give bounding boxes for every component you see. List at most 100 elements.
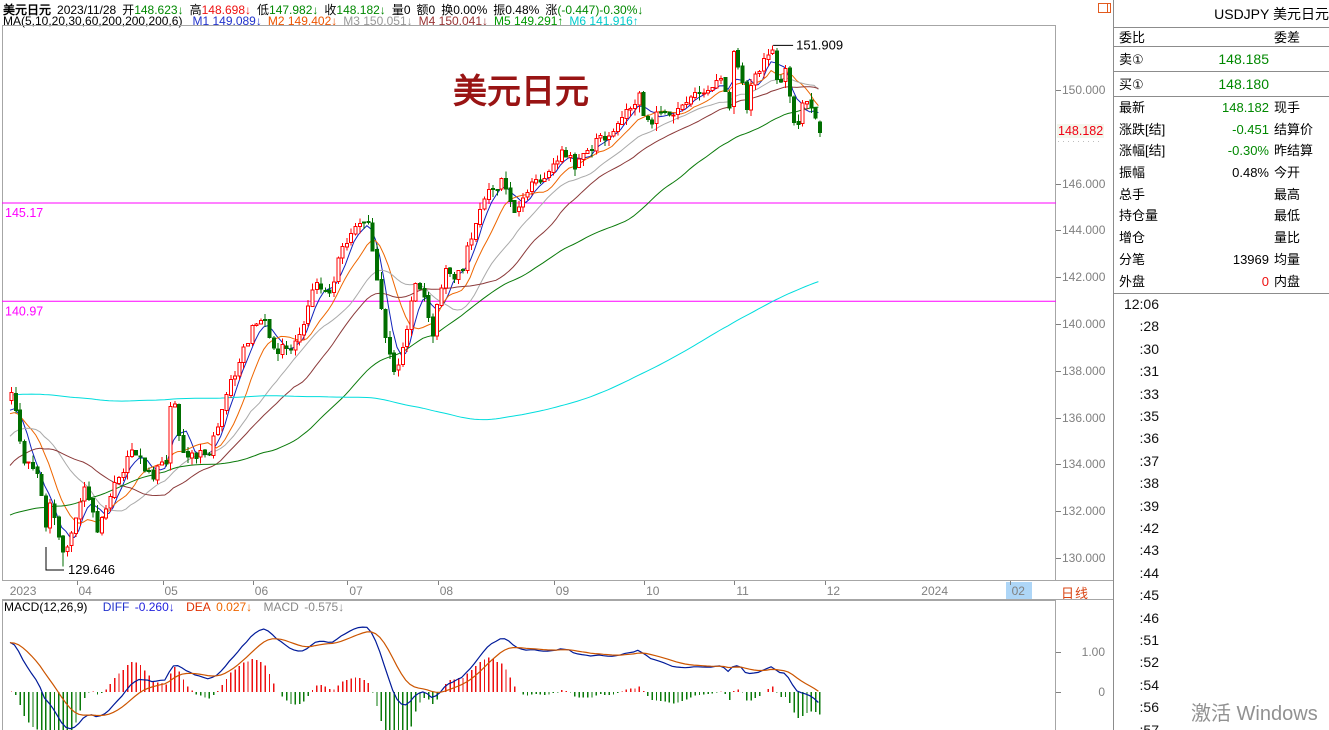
quote-field-label: 收	[324, 3, 337, 17]
price-axis-label: 132.000	[1062, 504, 1106, 519]
level-line-label: 145.17	[5, 206, 43, 220]
quote-field-value: (-0.447)-0.30%↓	[557, 3, 644, 17]
price-axis-label: 130.000	[1062, 551, 1106, 565]
quote-row-value: 0	[1261, 273, 1269, 289]
ask-label: 卖①	[1119, 52, 1144, 67]
macd-axis-label: 1.00	[1081, 645, 1105, 659]
macd-histogram	[10, 657, 821, 730]
quote-row-value: 13969	[1232, 251, 1269, 267]
x-axis-label-08: 08	[439, 584, 454, 598]
period-selector-daily[interactable]: 日线	[1061, 586, 1090, 601]
quote-row-value: 0.48%	[1232, 165, 1269, 181]
quote-row-label: 涨幅[结]	[1119, 143, 1166, 159]
price-axis-tick	[1056, 558, 1061, 559]
price-axis-tick	[1056, 183, 1061, 185]
quote-field-额: 额0	[417, 3, 436, 17]
quote-detail-rows: 最新 148.182 现手 涨跌[结] -0.451 结算价 涨幅[结] -0.30% 昨结算振…	[1114, 97, 1329, 292]
quote-row-right-label: 最高	[1274, 186, 1301, 202]
x-axis-selection-highlight	[1005, 582, 1032, 599]
price-axis-tick	[1056, 511, 1061, 513]
quote-row-涨跌[结]: 涨跌[结] -0.451 结算价	[1114, 119, 1329, 141]
quote-field-换: 换0.00%	[441, 3, 487, 17]
sidebar-symbol-title: USDJPY 美元日元	[1114, 0, 1329, 28]
current-price-badge: 148.182	[1057, 124, 1105, 138]
quote-field-value: 148.698↓	[201, 3, 251, 17]
tick-time: :36	[1139, 430, 1159, 447]
quote-field-value: 0.48%	[505, 3, 540, 17]
quote-field-label: 振	[493, 3, 506, 17]
price-axis-label: 134.000	[1062, 457, 1106, 472]
ma-value-M4: M4 150.041↓	[418, 14, 489, 28]
ma-value-M3: M3 150.051↓	[343, 14, 413, 28]
tick-time: :57	[1139, 721, 1159, 730]
bid-price: 148.180	[1218, 76, 1269, 92]
quote-header-line: 美元日元 2023/11/28 开148.623↓ 高148.698↓ 低147.982…	[3, 1, 649, 18]
x-axis-label-2024: 2024	[921, 584, 948, 598]
quote-field-低: 低147.982↓	[257, 3, 318, 17]
macd-axis-label: 0	[1098, 685, 1105, 699]
price-axis-tick	[1056, 370, 1061, 372]
x-axis-tick	[553, 581, 555, 585]
dea-value: 0.027↓	[216, 600, 253, 614]
quote-field-label: 额	[416, 3, 429, 17]
quote-field-涨: 涨(-0.447)-0.30%↓	[545, 3, 643, 17]
x-axis-label-06: 06	[254, 584, 269, 598]
candlestick-chart[interactable]: 美元日元 145.17 140.97 151.909 129.646	[2, 25, 1056, 580]
ma-value-M1: M1 149.089↓	[192, 14, 262, 28]
low-price-label: 129.646	[68, 562, 115, 577]
quote-row-value: -0.451	[1232, 121, 1269, 137]
tick-time: :31	[1139, 363, 1159, 380]
price-axis-tick	[1056, 324, 1061, 325]
quote-row-label: 分笔	[1119, 251, 1146, 267]
x-axis-label-09: 09	[555, 584, 570, 598]
ask-row: 卖① 148.185	[1114, 47, 1329, 72]
price-axis-label: 142.000	[1062, 270, 1106, 285]
x-axis-label-02: 02	[1011, 584, 1025, 598]
quote-field-开: 开148.623↓	[122, 3, 183, 17]
quote-field-收: 收148.182↓	[324, 3, 385, 17]
quote-row-label: 最新	[1119, 100, 1146, 115]
macd-chart[interactable]	[2, 600, 1056, 730]
macd-header: MACD(12,26,9) DIFF -0.260↓ DEA 0.027↓ MA…	[4, 600, 352, 614]
price-axis-label: 140.000	[1062, 317, 1106, 331]
dea-label: DEA	[186, 600, 211, 614]
dea-line	[9, 631, 819, 717]
macd-axis-tick	[1056, 692, 1061, 693]
tick-time: :38	[1139, 475, 1159, 492]
quote-row-增仓: 增仓 量比	[1114, 227, 1329, 249]
quote-field-value: 148.623↓	[134, 3, 184, 17]
quote-field-value: 147.982↓	[269, 3, 319, 17]
tick-time: :54	[1139, 676, 1159, 693]
diff-line	[9, 626, 819, 730]
quote-row-right-label: 现手	[1274, 100, 1301, 115]
quote-field-value: 0	[428, 3, 436, 17]
quote-row-label: 外盘	[1119, 273, 1146, 289]
diff-value: -0.260↓	[134, 600, 175, 614]
quote-field-label: 开	[122, 3, 135, 17]
price-axis-label: 136.000	[1062, 410, 1106, 425]
windows-activation-watermark: 激活 Windows	[1191, 703, 1318, 725]
ma-params-label: MA(5,10,20,30,60,200,200,200,6)	[3, 14, 183, 28]
tick-time: :28	[1139, 318, 1159, 335]
sidebar-divider	[1114, 293, 1329, 294]
ma-value-M5: M5 149.291↑	[494, 14, 564, 28]
tick-time: :52	[1139, 654, 1159, 671]
quote-row-持仓量: 持仓量 最低	[1114, 205, 1329, 227]
macd-axis-tick	[1056, 652, 1061, 653]
quote-row-分笔: 分笔 13969 均量	[1114, 249, 1329, 271]
price-axis-label: 150.000	[1062, 83, 1106, 97]
ask-price: 148.185	[1218, 51, 1269, 67]
x-axis-tick	[76, 581, 78, 585]
quote-row-最新: 最新 148.182 现手	[1114, 97, 1329, 119]
window-layout-icon[interactable]	[1098, 3, 1111, 13]
price-axis-tick	[1056, 230, 1061, 232]
x-axis-label-05: 05	[164, 584, 178, 598]
quote-row-label: 振幅	[1119, 165, 1146, 181]
tick-time: :37	[1139, 452, 1159, 469]
tick-time: :44	[1139, 564, 1159, 581]
tick-time: :33	[1139, 385, 1159, 402]
x-axis-tick	[734, 581, 736, 585]
x-axis-band: 2023 04 05 06 07 08 09 10 11 12 2024 02	[2, 580, 1113, 600]
x-axis-label-11: 11	[736, 584, 749, 598]
